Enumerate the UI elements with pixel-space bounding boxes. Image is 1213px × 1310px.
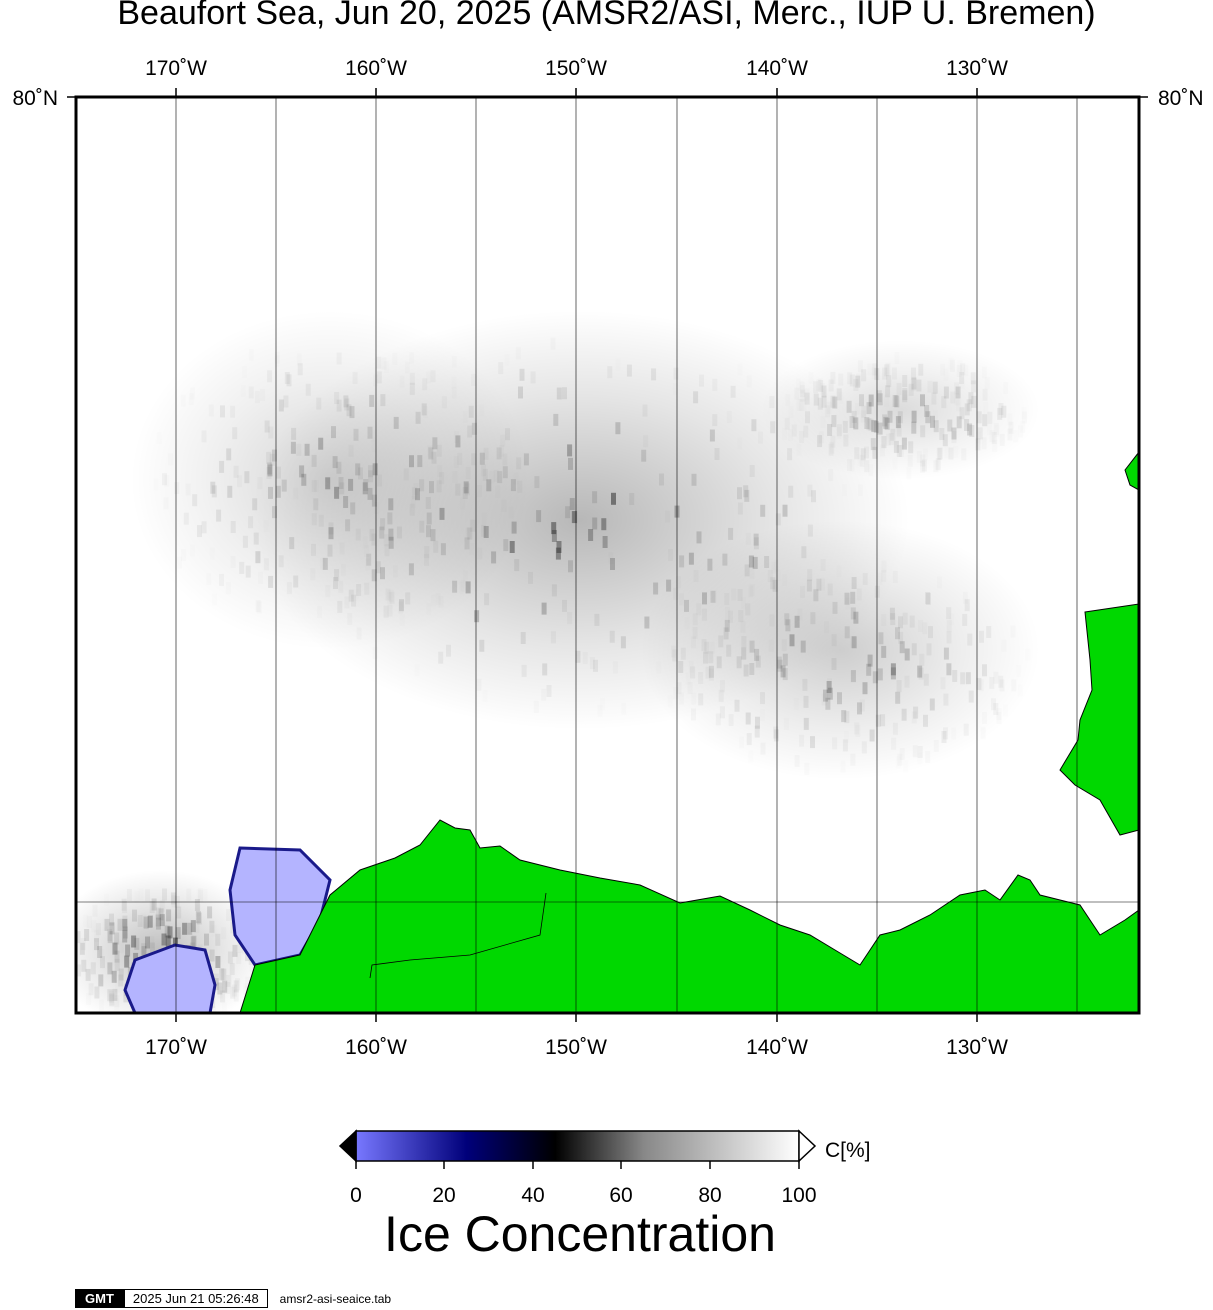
lon-label-top: 130˚W: [946, 57, 1008, 80]
gmt-logo: GMT: [75, 1289, 124, 1308]
colorbar-gradient: [355, 1130, 800, 1162]
graticule: [76, 97, 1139, 1013]
gmt-timestamp: GMT 2025 Jun 21 05:26:48 amsr2-asi-seaic…: [75, 1289, 391, 1308]
colorbar-tick-label: 60: [609, 1184, 632, 1207]
colorbar-tick-label: 20: [432, 1184, 455, 1207]
lon-label-top: 140˚W: [746, 57, 808, 80]
colorbar-tick-label: 100: [781, 1184, 816, 1207]
colorbar-unit-label: C[%]: [825, 1139, 871, 1162]
colorbar-under-arrow: [338, 1129, 357, 1163]
lon-label-bottom: 150˚W: [545, 1036, 607, 1059]
map-title: Beaufort Sea, Jun 20, 2025 (AMSR2/ASI, M…: [117, 0, 1096, 32]
map-frame: [74, 95, 1141, 1015]
colorbar: C[%] 0 20 40 60 80 100: [338, 1129, 871, 1207]
lon-label-top: 150˚W: [545, 57, 607, 80]
lat-label-left: 80˚N: [12, 87, 58, 110]
lon-label-top: 160˚W: [345, 57, 407, 80]
filename-text: amsr2-asi-seaice.tab: [279, 1291, 392, 1306]
timestamp-text: 2025 Jun 21 05:26:48: [123, 1289, 268, 1308]
colorbar-tick-label: 0: [350, 1184, 362, 1207]
lon-label-bottom: 160˚W: [345, 1036, 407, 1059]
land-prince-patrick: [1124, 451, 1139, 491]
lat-label-right: 80˚N: [1158, 87, 1204, 110]
lon-label-bottom: 140˚W: [746, 1036, 808, 1059]
colorbar-over-arrow: [798, 1129, 817, 1163]
low-conc-patch: [123, 943, 217, 1013]
land-banks-island: [1059, 603, 1139, 836]
lon-label-bottom: 130˚W: [946, 1036, 1008, 1059]
colorbar-title: Ice Concentration: [384, 1206, 776, 1262]
colorbar-tick-label: 80: [698, 1184, 721, 1207]
land-alaska-yukon: [239, 819, 1139, 1013]
lon-label-top: 170˚W: [145, 57, 207, 80]
lon-label-bottom: 170˚W: [145, 1036, 207, 1059]
colorbar-tick-label: 40: [521, 1184, 544, 1207]
sea-ice-field: [76, 310, 1139, 1013]
